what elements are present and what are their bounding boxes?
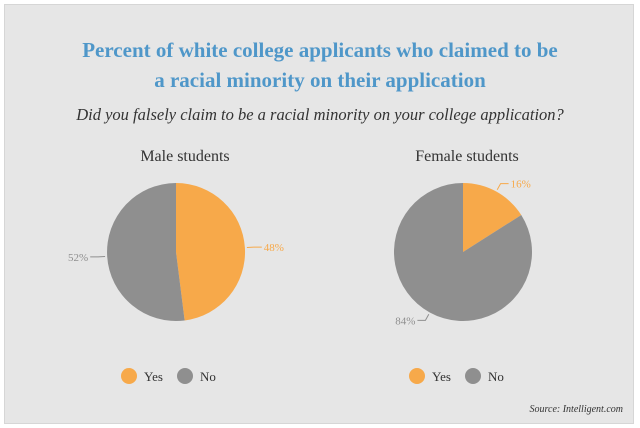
female-leader-yes [496,183,509,191]
female-leader-no [417,313,430,321]
female-legend-swatch-yes [409,368,425,384]
chart-title-line-2: a racial minority on their application [154,68,486,92]
male-pie-title: Male students [140,148,230,165]
source-note: Source: Intelligent.com [529,404,624,415]
female-legend-swatch-no [465,368,481,384]
female-value-label-no: 84% [395,315,415,327]
chart-title-line-1: Percent of white college applicants who … [82,38,558,62]
male-legend-label-no: No [200,369,216,384]
female-legend-label-yes: Yes [432,369,451,384]
pie-charts: 48% 52% Yes No 16% 84% Yes No [68,179,533,384]
male-pie-slice-yes [176,183,246,321]
male-value-label-yes: 48% [264,242,284,254]
male-legend-label-yes: Yes [144,369,163,384]
male-legend-swatch-no [177,368,193,384]
female-pie-title: Female students [415,148,519,165]
female-pie-slice-no [394,183,533,322]
female-pie-slice-yes [463,182,522,252]
chart-subtitle: Did you falsely claim to be a racial min… [76,105,564,124]
female-legend-label-no: No [488,369,504,384]
male-value-label-no: 52% [68,252,88,264]
male-legend-swatch-yes [121,368,137,384]
female-value-label-yes: 16% [511,179,531,191]
male-pie-slice-no [107,183,185,321]
chart-panel: Percent of white college applicants who … [4,4,634,424]
